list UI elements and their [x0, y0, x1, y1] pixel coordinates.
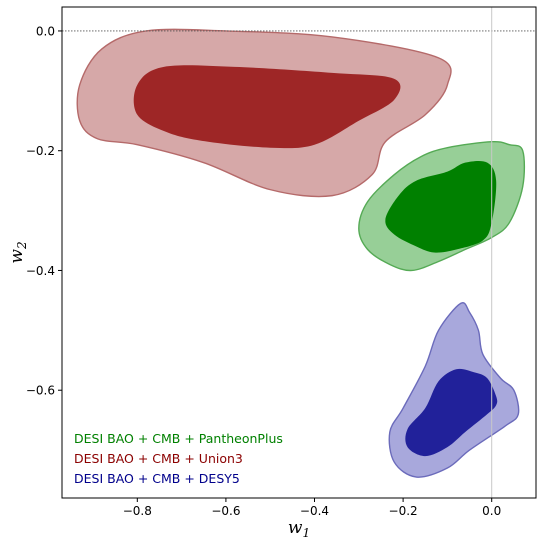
- y-tick-label: −0.6: [26, 384, 55, 398]
- x-axis-ticks: −0.8 −0.6 −0.4 −0.2 0.0: [123, 498, 501, 518]
- y-axis-ticks: 0.0 −0.2 −0.4 −0.6: [26, 24, 62, 398]
- y-axis-label: w2: [7, 241, 29, 263]
- x-tick-label: −0.2: [389, 504, 418, 518]
- y-tick-label: −0.2: [26, 144, 55, 158]
- y-tick-label: −0.4: [26, 264, 55, 278]
- legend-entry-2: DESI BAO + CMB + Union3: [74, 451, 243, 466]
- y-axis-label-subscript: 2: [15, 241, 29, 250]
- x-tick-label: −0.6: [211, 504, 240, 518]
- legend: DESI BAO + CMB + PantheonPlus DESI BAO + …: [74, 431, 283, 486]
- legend-entry-1: DESI BAO + CMB + PantheonPlus: [74, 431, 283, 446]
- series-2-contours: [76, 28, 452, 198]
- plot-area: [61, 6, 537, 499]
- x-tick-label: −0.8: [123, 504, 152, 518]
- x-axis-label: w1: [288, 518, 310, 540]
- x-axis-label-main: w: [288, 518, 303, 538]
- y-axis-label-main: w: [7, 249, 27, 264]
- series-3-contours: [388, 302, 520, 478]
- legend-entry-3: DESI BAO + CMB + DESY5: [74, 471, 240, 486]
- x-tick-label: −0.4: [300, 504, 329, 518]
- plot-frame: [61, 6, 537, 499]
- series-2-inner-contour: [133, 65, 401, 149]
- reference-lines: [62, 7, 536, 498]
- series-3-inner-contour: [405, 368, 498, 457]
- series-1-inner-contour: [385, 160, 497, 253]
- x-axis-label-subscript: 1: [302, 526, 310, 540]
- x-tick-label: 0.0: [482, 504, 501, 518]
- contours-layer: [76, 28, 526, 478]
- series-1-contours: [358, 140, 526, 272]
- y-tick-label: 0.0: [36, 24, 55, 38]
